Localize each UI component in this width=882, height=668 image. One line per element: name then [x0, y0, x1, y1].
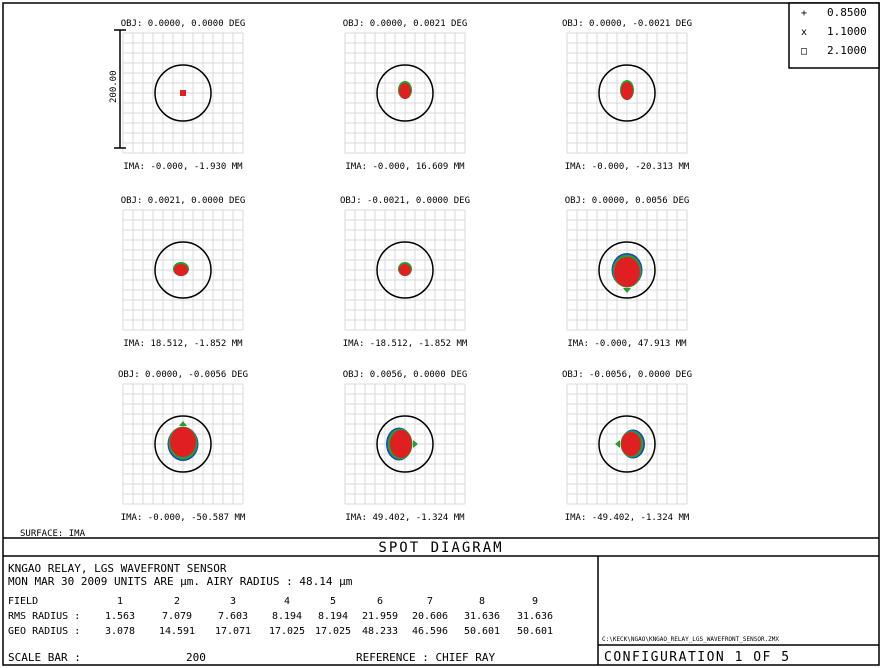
rms-radius-value: 31.636 — [517, 611, 553, 622]
field-number: 3 — [230, 596, 236, 607]
field-ima-label: IMA: -18.512, -1.852 MM — [343, 339, 468, 349]
legend-marker: □ — [801, 46, 807, 57]
spot-points-4 — [173, 262, 189, 276]
geo-label: GEO RADIUS : — [8, 626, 80, 637]
legend-marker: + — [801, 8, 807, 19]
rms-radius-value: 7.079 — [162, 611, 192, 622]
surface-label: SURFACE: IMA — [20, 529, 86, 539]
spot-points-7 — [167, 421, 199, 461]
geo-radius-value: 3.078 — [105, 626, 135, 637]
spot-plot-4: OBJ: 0.0021, 0.0000 DEG IMA: 18.512, -1.8… — [121, 196, 246, 349]
field-label: FIELD — [8, 596, 38, 607]
field-number: 6 — [377, 596, 383, 607]
field-ima-label: IMA: 49.402, -1.324 MM — [345, 513, 465, 523]
field-obj-label: OBJ: 0.0000, 0.0021 DEG — [343, 19, 468, 29]
legend-label-0: 0.8500 — [827, 6, 867, 19]
geo-radius-value: 50.601 — [517, 626, 553, 637]
field-ima-label: IMA: -49.402, -1.324 MM — [565, 513, 690, 523]
scale-label: SCALE BAR : — [8, 651, 81, 664]
spot-plot-2: OBJ: 0.0000, 0.0021 DEG IMA: -0.000, 16.6… — [343, 19, 468, 172]
info-line2: MON MAR 30 2009 UNITS ARE µm. AIRY RADIU… — [8, 575, 353, 588]
scale-bar-label: 200.00 — [109, 70, 119, 103]
chart-title: SPOT DIAGRAM — [378, 540, 503, 556]
field-number: 9 — [532, 596, 538, 607]
field-number: 5 — [330, 596, 336, 607]
field-obj-label: OBJ: 0.0056, 0.0000 DEG — [343, 370, 468, 380]
scale-bar: 200.00 — [109, 29, 126, 149]
rms-label: RMS RADIUS : — [8, 611, 80, 622]
spot-points-5 — [398, 262, 412, 276]
legend-label-1: 1.1000 — [827, 25, 867, 38]
field-number: 4 — [284, 596, 290, 607]
spot-points-9 — [615, 429, 645, 459]
rms-radius-value: 31.636 — [464, 611, 500, 622]
field-obj-label: OBJ: 0.0000, -0.0021 DEG — [562, 19, 692, 29]
field-ima-label: IMA: -0.000, 47.913 MM — [567, 339, 687, 349]
rms-radius-value: 21.959 — [362, 611, 398, 622]
spot-plot-6: OBJ: 0.0000, 0.0056 DEG IMA: -0.000, 47.9… — [565, 196, 690, 349]
geo-radius-value: 17.071 — [215, 626, 251, 637]
geo-radius-value: 14.591 — [159, 626, 195, 637]
field-obj-label: OBJ: 0.0000, -0.0056 DEG — [118, 370, 248, 380]
field-number: 8 — [479, 596, 485, 607]
spot-points-6 — [611, 253, 643, 293]
rms-radius-value: 7.603 — [218, 611, 248, 622]
spot-plot-5: OBJ: -0.0021, 0.0000 DEG IMA: -18.512, -1… — [340, 196, 470, 349]
spot-plot-1: OBJ: 0.0000, 0.0000 DEG IMA: -0.000, -1.9… — [121, 19, 246, 172]
file-path: C:\KECK\NGAO\KNGAO_RELAY_LGS_WAVEFRONT_S… — [602, 636, 779, 643]
field-ima-label: IMA: -0.000, -50.587 MM — [121, 513, 246, 523]
geo-radius-value: 48.233 — [362, 626, 398, 637]
spot-points-1 — [180, 90, 186, 96]
field-number: 1 — [117, 596, 123, 607]
field-number: 2 — [174, 596, 180, 607]
field-number: 7 — [427, 596, 433, 607]
spot-plot-7: OBJ: 0.0000, -0.0056 DEG IMA: -0.000, -50… — [118, 370, 248, 523]
spot-points-3 — [620, 80, 634, 100]
legend: +0.8500 x 1.1000 □ 2.1000 — [788, 2, 880, 69]
field-ima-label: IMA: -0.000, -20.313 MM — [565, 162, 690, 172]
info-block: KNGAO RELAY, LGS WAVEFRONT SENSOR MON MA… — [8, 562, 791, 665]
info-line1: KNGAO RELAY, LGS WAVEFRONT SENSOR — [8, 562, 227, 575]
field-obj-label: OBJ: -0.0021, 0.0000 DEG — [340, 196, 470, 206]
spot-plots: OBJ: 0.0000, 0.0000 DEG IMA: -0.000, -1.9… — [118, 19, 692, 523]
geo-radius-value: 50.601 — [464, 626, 500, 637]
rms-radius-value: 8.194 — [318, 611, 348, 622]
spot-points-8 — [386, 427, 418, 461]
rms-radius-value: 20.606 — [412, 611, 448, 622]
geo-radius-value: 17.025 — [315, 626, 351, 637]
spot-points-2 — [398, 81, 412, 99]
spot-plot-9: OBJ: -0.0056, 0.0000 DEG IMA: -49.402, -1… — [562, 370, 692, 523]
rms-radius-value: 8.194 — [272, 611, 302, 622]
spot-plot-3: OBJ: 0.0000, -0.0021 DEG IMA: -0.000, -20… — [562, 19, 692, 172]
field-ima-label: IMA: -0.000, 16.609 MM — [345, 162, 465, 172]
geo-radius-value: 17.025 — [269, 626, 305, 637]
field-obj-label: OBJ: 0.0000, 0.0000 DEG — [121, 19, 246, 29]
field-obj-label: OBJ: -0.0056, 0.0000 DEG — [562, 370, 692, 380]
reference-text: REFERENCE : CHIEF RAY — [356, 651, 495, 664]
configuration-label: CONFIGURATION 1 OF 5 — [604, 650, 791, 665]
rms-radius-value: 1.563 — [105, 611, 135, 622]
geo-radius-value: 46.596 — [412, 626, 448, 637]
field-ima-label: IMA: 18.512, -1.852 MM — [123, 339, 243, 349]
field-obj-label: OBJ: 0.0000, 0.0056 DEG — [565, 196, 690, 206]
spot-plot-8: OBJ: 0.0056, 0.0000 DEG IMA: 49.402, -1.3… — [343, 370, 468, 523]
legend-marker: x — [801, 27, 807, 38]
scale-value: 200 — [186, 651, 206, 664]
field-ima-label: IMA: -0.000, -1.930 MM — [123, 162, 243, 172]
field-obj-label: OBJ: 0.0021, 0.0000 DEG — [121, 196, 246, 206]
legend-label-2: 2.1000 — [827, 44, 867, 57]
